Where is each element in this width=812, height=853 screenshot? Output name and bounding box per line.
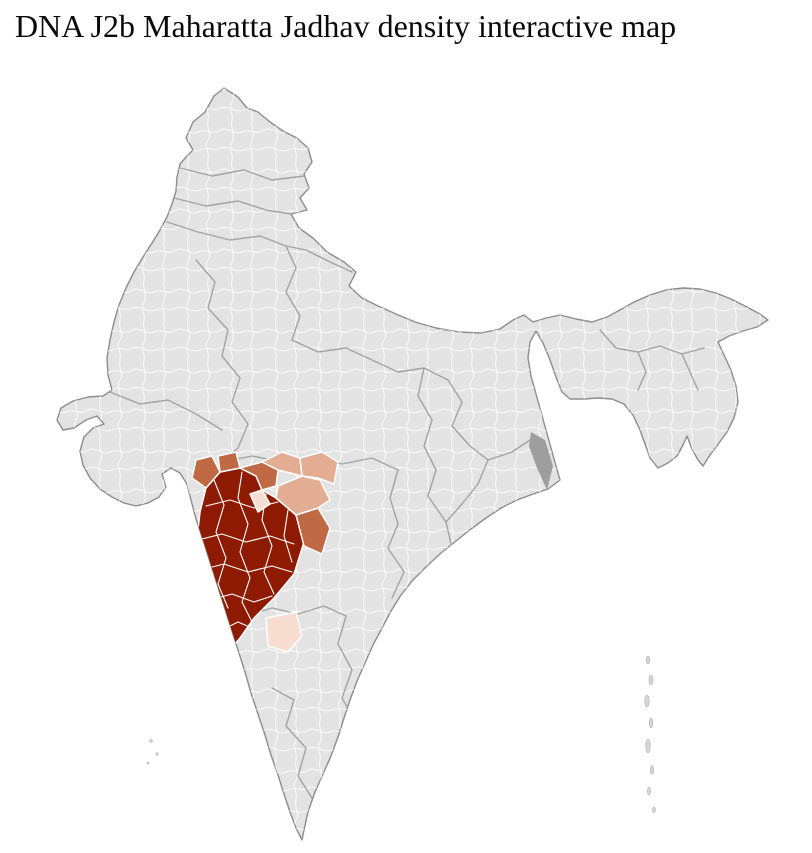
district-very-low[interactable] xyxy=(249,489,271,513)
state-boundary xyxy=(387,547,405,599)
island xyxy=(149,739,153,743)
district-mesh xyxy=(57,88,768,840)
island xyxy=(652,806,656,814)
district-border-line xyxy=(199,563,293,573)
state-boundary xyxy=(681,353,699,391)
island xyxy=(645,655,651,665)
district-border-line xyxy=(261,493,275,595)
state-boundary xyxy=(637,351,647,391)
state-boundary xyxy=(447,379,489,461)
state-boundary xyxy=(337,615,357,723)
state-boundary xyxy=(487,439,531,461)
state-boundary xyxy=(445,459,489,549)
district-low[interactable] xyxy=(275,475,331,516)
island xyxy=(648,674,654,686)
shaded-region xyxy=(529,432,553,490)
island xyxy=(649,765,655,775)
island xyxy=(647,786,651,796)
state-boundary xyxy=(599,329,705,355)
state-boundary xyxy=(285,245,301,341)
islands xyxy=(146,655,656,814)
district-very-low-isolated[interactable] xyxy=(265,611,303,653)
density-districts xyxy=(191,451,339,653)
state-boundary xyxy=(387,469,399,549)
state-boundary xyxy=(173,197,292,215)
lakshadweep-islands xyxy=(146,739,159,765)
state-boundary xyxy=(417,367,437,497)
district-border-line xyxy=(237,471,253,623)
state-boundary xyxy=(109,391,223,431)
state-boundary xyxy=(305,249,353,273)
island xyxy=(645,738,651,754)
state-boundary xyxy=(427,495,447,523)
state-boundaries xyxy=(109,167,705,799)
island xyxy=(644,694,650,708)
state-boundary xyxy=(245,605,347,617)
state-boundary xyxy=(195,259,249,463)
island xyxy=(155,752,159,756)
state-boundary xyxy=(271,687,313,799)
andaman-nicobar-islands xyxy=(644,655,656,814)
state-boundary xyxy=(179,167,305,181)
district-border-line xyxy=(213,479,229,609)
district-border-line xyxy=(197,533,295,545)
district-medium[interactable] xyxy=(217,451,241,473)
district-medium[interactable] xyxy=(191,455,221,489)
district-border-line xyxy=(283,509,293,563)
state-boundary xyxy=(166,221,307,251)
island xyxy=(146,761,150,765)
island xyxy=(648,717,654,729)
page-title: DNA J2b Maharatta Jadhav density interac… xyxy=(15,8,677,44)
